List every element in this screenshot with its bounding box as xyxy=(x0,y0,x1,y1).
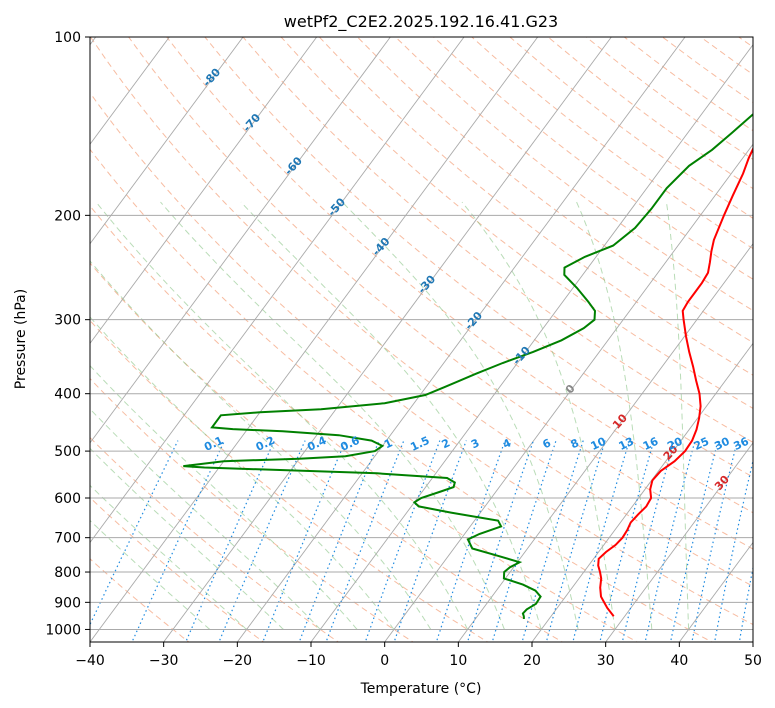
dry-adiabat xyxy=(90,148,713,642)
mixing-ratio-label: 16 xyxy=(641,435,661,453)
isotherm xyxy=(90,37,539,642)
isotherm xyxy=(90,37,318,345)
mixing-ratio-label: 13 xyxy=(617,435,636,453)
isotherm xyxy=(236,37,686,642)
x-tick-label: −20 xyxy=(223,653,253,669)
moist-adiabat xyxy=(90,364,358,630)
y-tick-label: 900 xyxy=(54,595,81,611)
x-axis-ticks: −40 −30 −20 −10 0 10 20 30 40 50 xyxy=(75,642,762,669)
moist-adiabat xyxy=(240,201,542,630)
mixing-ratio-line xyxy=(466,440,534,642)
y-tick-label: 800 xyxy=(54,565,81,581)
y-tick-label: 500 xyxy=(54,444,81,460)
isotherm xyxy=(90,37,170,146)
x-tick-label: 30 xyxy=(597,653,615,669)
x-tick-label: 20 xyxy=(523,653,541,669)
moist-adiabat xyxy=(90,260,432,630)
isotherm xyxy=(457,243,753,642)
isotherm xyxy=(384,143,753,642)
mixing-ratio-label: 30 xyxy=(712,435,732,453)
dry-adiabat xyxy=(242,37,753,443)
mixing-ratio-line xyxy=(521,440,584,642)
x-tick-label: 0 xyxy=(380,653,389,669)
dry-adiabat xyxy=(280,37,753,409)
isotherm xyxy=(163,37,612,642)
dry-adiabat xyxy=(90,37,753,587)
dry-adiabat xyxy=(90,319,489,642)
pressure-grid xyxy=(90,37,753,630)
dry-adiabat xyxy=(395,37,753,312)
y-tick-label: 1000 xyxy=(45,622,81,638)
x-tick-label: −30 xyxy=(149,653,179,669)
temperature-line xyxy=(597,146,753,617)
dry-adiabat xyxy=(166,37,753,514)
mixing-ratio-label: 36 xyxy=(732,435,752,453)
y-axis-label: Pressure (hPa) xyxy=(13,289,29,389)
mixing-ratio-label: 10 xyxy=(589,435,609,453)
dewpoint-line xyxy=(183,112,753,619)
dry-adiabat xyxy=(318,37,753,376)
mixing-ratio-line xyxy=(90,440,179,626)
mixing-ratio-line xyxy=(435,440,506,642)
y-tick-label: 100 xyxy=(54,30,81,46)
moist-adiabat xyxy=(90,484,247,630)
dry-adiabat xyxy=(90,91,753,626)
x-tick-label: 10 xyxy=(449,653,467,669)
y-tick-label: 300 xyxy=(54,313,81,329)
mixing-ratio-line xyxy=(131,440,226,642)
moist-adiabat xyxy=(461,201,616,630)
moist-adiabat xyxy=(90,408,321,630)
y-tick-label: 700 xyxy=(54,531,81,547)
profiles xyxy=(183,112,753,619)
moist-adiabat xyxy=(90,519,211,630)
moist-adiabat xyxy=(341,201,579,630)
mixing-ratio-line xyxy=(572,440,630,642)
mixing-ratio-line xyxy=(325,440,405,642)
background-lines xyxy=(90,37,753,642)
moist-adiabat xyxy=(160,201,505,630)
x-tick-label: −10 xyxy=(296,653,326,669)
isotherm xyxy=(605,442,753,642)
chart-title: wetPf2_C2E2.2025.192.16.41.G23 xyxy=(284,12,558,32)
moist-adiabat xyxy=(95,201,469,630)
x-tick-label: 50 xyxy=(744,653,762,669)
isotherm xyxy=(90,37,465,544)
mixing-ratio-line xyxy=(364,440,441,642)
isotherm xyxy=(90,37,391,444)
moist-adiabat xyxy=(665,202,690,630)
x-tick-label: −40 xyxy=(75,653,105,669)
isotherm xyxy=(310,43,753,642)
y-tick-label: 600 xyxy=(54,491,81,507)
y-tick-label: 200 xyxy=(54,208,81,224)
isotherm xyxy=(90,37,244,245)
y-axis-ticks: 100 200 300 400 500 600 700 800 900 1000 xyxy=(45,30,90,638)
plot-frame xyxy=(89,36,754,643)
mixing-ratio-label: 20 xyxy=(665,435,685,453)
dry-adiabat xyxy=(204,37,753,478)
x-tick-label: 40 xyxy=(670,653,688,669)
mixing-ratio-label: 25 xyxy=(692,435,711,453)
dry-adiabat xyxy=(128,37,753,550)
isotherm xyxy=(531,342,753,642)
mixing-ratio-line xyxy=(545,440,606,642)
y-tick-label: 400 xyxy=(54,387,81,403)
x-axis-label: Temperature (°C) xyxy=(360,681,482,697)
